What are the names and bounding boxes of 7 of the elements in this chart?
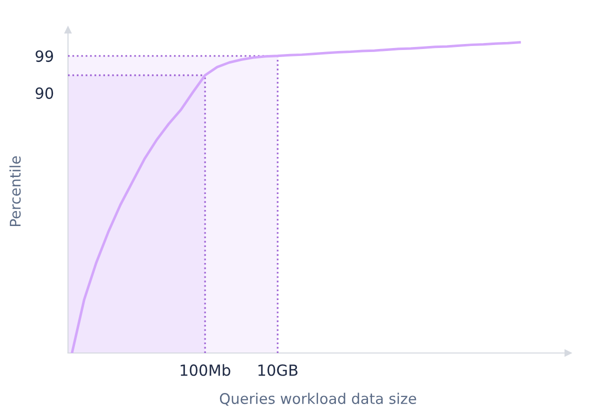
y-tick-label: 90 — [36, 87, 54, 99]
y-tick-label: 99 — [36, 50, 54, 62]
x-tick-label: 100Mb — [180, 364, 230, 376]
x-tick-label: 10GB — [258, 364, 298, 376]
line-series — [70, 41, 521, 353]
y-axis-title: Percentile — [9, 156, 21, 226]
x-axis-title: Queries workload data size — [220, 392, 416, 406]
